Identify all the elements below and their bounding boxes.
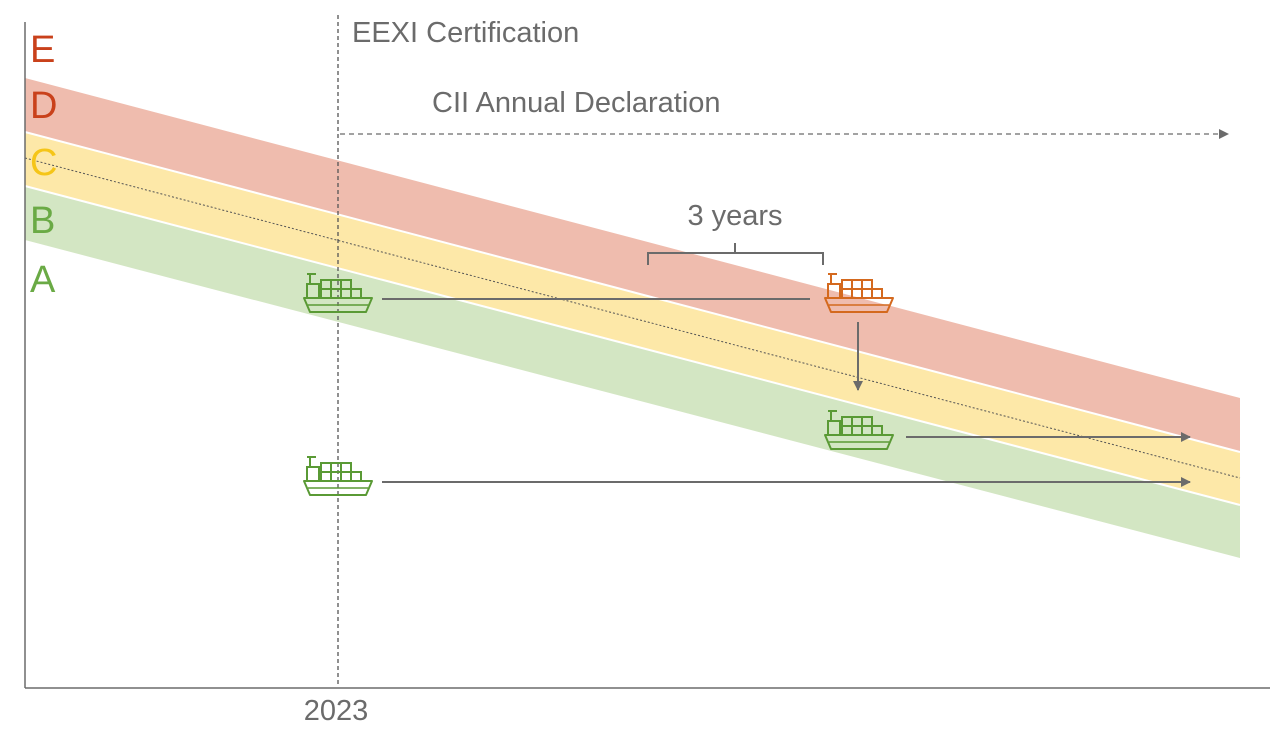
cii-annual-declaration-label: CII Annual Declaration	[432, 87, 721, 119]
rating-c-label: C	[30, 142, 57, 184]
rating-e-label: E	[30, 29, 55, 71]
rating-b-label: B	[30, 200, 55, 242]
ship-icon-2023-a	[303, 456, 373, 496]
x-tick-2023: 2023	[304, 695, 369, 727]
three-years-label: 3 years	[687, 200, 782, 232]
eexi-certification-label: EEXI Certification	[352, 17, 579, 49]
band-separator	[24, 185, 1241, 506]
band-d	[25, 78, 1240, 452]
rating-a-label: A	[30, 259, 56, 301]
reference-line	[24, 157, 1241, 479]
band-separator	[24, 131, 1241, 453]
rating-d-label: D	[30, 85, 57, 127]
three-years-bracket	[647, 243, 824, 265]
